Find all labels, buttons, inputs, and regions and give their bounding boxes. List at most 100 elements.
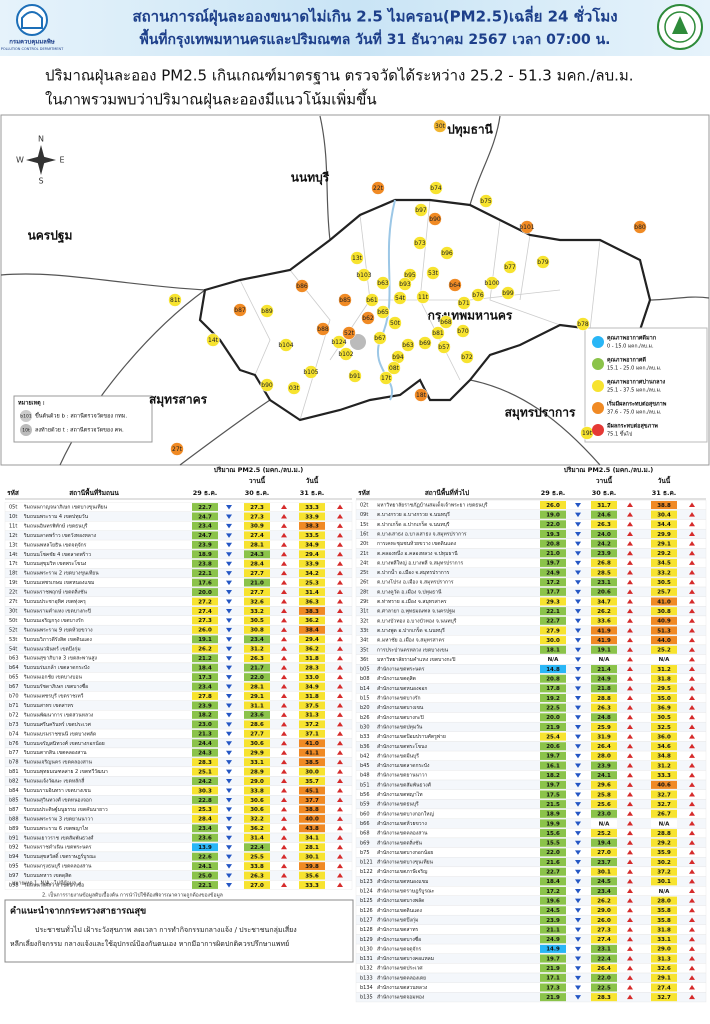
station-label: b96 xyxy=(441,250,453,257)
station-name: ริมถนนเพชรเกษม เขตหนองแขม xyxy=(24,579,95,586)
station-marker xyxy=(414,203,428,217)
station-label: b68 xyxy=(440,319,452,326)
trend-arrow xyxy=(226,646,232,652)
value-text: 28.5 xyxy=(597,570,611,576)
value-text: 27.3 xyxy=(198,618,212,624)
trend-arrow xyxy=(337,523,343,528)
value-cell xyxy=(244,521,270,530)
bma-logo xyxy=(657,4,703,50)
station-code: b97 xyxy=(9,873,19,879)
station-marker xyxy=(503,260,517,274)
value-text: 26.0 xyxy=(198,628,212,634)
station-name: สำนักงานเขตบางพลัด xyxy=(377,898,424,904)
trend-arrow xyxy=(627,859,633,865)
trend-arrow xyxy=(281,627,287,632)
value-text: 28.4 xyxy=(198,817,212,823)
table-date-header: 29 ธ.ค. xyxy=(193,489,218,497)
trend-arrow xyxy=(226,665,232,671)
station-name: สำนักงานเขตภาษีเจริญ xyxy=(377,868,427,875)
value-cell xyxy=(651,761,677,770)
value-text: 29.2 xyxy=(657,841,671,847)
trend-arrow xyxy=(575,589,581,595)
station-name: ริมถนนกาญจนาภิเษก เขตบางขุนเทียน xyxy=(24,504,108,511)
station-label: 08t xyxy=(389,365,400,372)
table-unit: ปริมาณ PM2.5 (มคก./ลบ.ม.) xyxy=(564,466,654,474)
trend-arrow xyxy=(226,590,232,595)
station-label: b85 xyxy=(339,297,351,304)
station-code: b30 xyxy=(360,724,370,730)
station-marker xyxy=(339,347,353,361)
value-cell xyxy=(651,732,677,741)
trend-arrow xyxy=(689,656,695,662)
value-text: 19.1 xyxy=(597,648,611,654)
trend-arrow xyxy=(281,551,287,557)
value-cell xyxy=(192,796,218,804)
value-text: 34.2 xyxy=(305,571,319,577)
value-text: 27.4 xyxy=(597,937,611,943)
value-text: 35.7 xyxy=(305,779,319,785)
value-cell xyxy=(192,512,218,521)
value-cell xyxy=(540,800,566,809)
value-cell xyxy=(192,550,218,559)
value-cell xyxy=(540,500,566,510)
trend-arrow xyxy=(575,898,581,904)
station-code: 53t xyxy=(9,637,17,643)
station-name: ริมถนนศรีนครินทร์ เขตประเวศ xyxy=(24,721,92,728)
value-cell xyxy=(192,644,218,653)
value-text: 31.4 xyxy=(250,836,264,842)
station-marker xyxy=(387,361,401,375)
station-name: สำนักงานเขตหนองแขม xyxy=(377,879,428,885)
station-marker xyxy=(357,268,371,282)
station-code: 02t xyxy=(360,503,368,509)
trend-arrow xyxy=(575,831,581,836)
trend-arrow xyxy=(281,806,287,812)
trend-arrow xyxy=(689,627,695,633)
trend-arrow xyxy=(627,830,633,836)
trend-arrow xyxy=(226,816,232,822)
value-cell xyxy=(651,829,677,838)
station-name: สำนักงานเขตลาดกระบัง xyxy=(377,763,430,769)
value-text: 30.1 xyxy=(597,870,611,876)
level-range: 25.1 - 37.5 มคก./ลบ.ม. xyxy=(607,388,662,394)
station-marker xyxy=(287,381,301,395)
trend-arrow xyxy=(627,753,633,758)
trend-arrow xyxy=(337,627,343,632)
value-cell xyxy=(651,529,677,538)
trend-arrow xyxy=(627,743,633,749)
value-text: 29.2 xyxy=(657,551,671,557)
station-code: 50t xyxy=(9,618,17,624)
value-cell xyxy=(591,597,617,606)
trend-arrow xyxy=(226,505,232,510)
station-code: 32t xyxy=(360,618,368,624)
station-code: b98 xyxy=(9,883,19,889)
trend-arrow xyxy=(281,816,287,821)
value-cell xyxy=(591,954,617,963)
trend-arrow xyxy=(627,734,633,739)
station-code: 09t xyxy=(360,512,368,518)
trend-arrow xyxy=(226,750,232,756)
station-code: 30t xyxy=(9,608,17,614)
value-cell xyxy=(651,510,677,519)
value-text: 34.9 xyxy=(305,684,319,690)
value-text: 26.2 xyxy=(198,647,212,653)
level-swatch xyxy=(592,336,604,348)
station-name: สำนักงานเขตดินแดง xyxy=(377,907,422,914)
trend-arrow xyxy=(337,674,343,680)
station-code: b130 xyxy=(360,946,373,952)
value-text: 38.4 xyxy=(305,628,319,634)
station-label: b72 xyxy=(461,354,473,361)
trend-arrow xyxy=(689,666,695,672)
trend-arrow xyxy=(689,685,695,691)
trend-arrow xyxy=(226,618,232,623)
value-text: 33.8 xyxy=(250,864,264,870)
station-code: b36 xyxy=(360,744,370,750)
station-marker xyxy=(365,293,379,307)
trend-arrow xyxy=(337,684,343,689)
trend-arrow xyxy=(627,724,633,729)
value-text: 25.6 xyxy=(597,802,611,808)
station-marker xyxy=(260,304,274,318)
note-text: ขึ้นต้นด้วย b : สถานีตรวจวัดของ กทม. xyxy=(35,412,128,420)
trend-arrow xyxy=(575,541,581,547)
station-name: สำนักงานเขตบางกอกใหญ่ xyxy=(377,810,434,817)
trend-arrow xyxy=(226,845,232,850)
